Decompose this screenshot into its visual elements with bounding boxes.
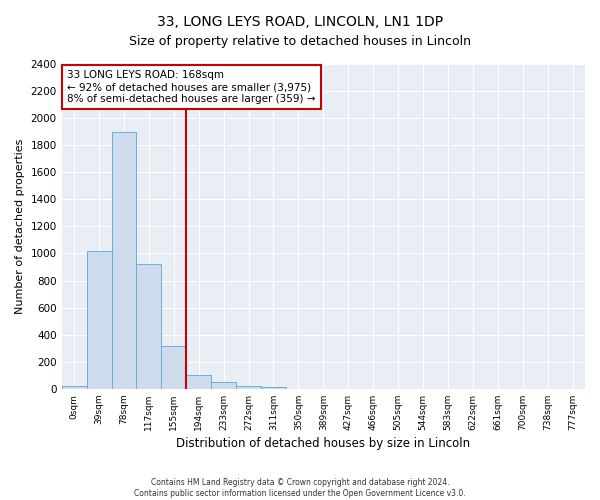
Bar: [86, 251, 112, 389]
Bar: [112, 132, 136, 389]
Bar: [62, 386, 86, 389]
Bar: [236, 386, 261, 389]
Bar: [186, 374, 211, 389]
Text: 33 LONG LEYS ROAD: 168sqm
← 92% of detached houses are smaller (3,975)
8% of sem: 33 LONG LEYS ROAD: 168sqm ← 92% of detac…: [67, 70, 316, 104]
Bar: [136, 264, 161, 389]
Bar: [211, 382, 236, 389]
Bar: [261, 388, 286, 389]
Bar: [161, 346, 186, 389]
Text: 33, LONG LEYS ROAD, LINCOLN, LN1 1DP: 33, LONG LEYS ROAD, LINCOLN, LN1 1DP: [157, 15, 443, 29]
X-axis label: Distribution of detached houses by size in Lincoln: Distribution of detached houses by size …: [176, 437, 470, 450]
Y-axis label: Number of detached properties: Number of detached properties: [15, 138, 25, 314]
Text: Contains HM Land Registry data © Crown copyright and database right 2024.
Contai: Contains HM Land Registry data © Crown c…: [134, 478, 466, 498]
Text: Size of property relative to detached houses in Lincoln: Size of property relative to detached ho…: [129, 35, 471, 48]
